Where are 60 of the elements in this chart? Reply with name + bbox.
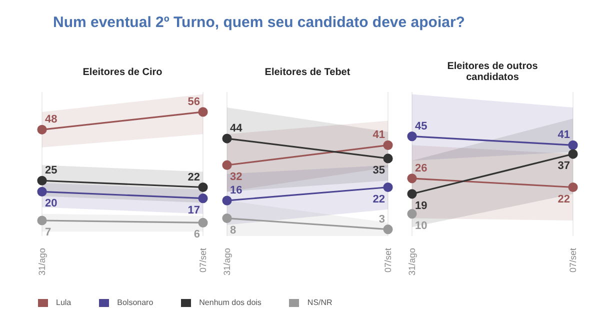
point bbox=[568, 182, 578, 192]
point bbox=[37, 124, 47, 134]
point bbox=[222, 196, 232, 206]
x-tick-label: 31/ago bbox=[37, 248, 47, 276]
point bbox=[407, 189, 417, 199]
data-label: 32 bbox=[230, 171, 242, 184]
data-label: 48 bbox=[45, 114, 58, 126]
point bbox=[37, 186, 47, 196]
point bbox=[222, 213, 232, 224]
data-label: 41 bbox=[558, 129, 570, 142]
point bbox=[568, 140, 578, 150]
point bbox=[222, 134, 232, 144]
data-label: 45 bbox=[415, 120, 428, 132]
chart-subtitle: Eleitores de outros candidatos bbox=[446, 60, 539, 85]
data-label: 16 bbox=[230, 184, 242, 197]
chart-subtitle: Eleitores de Tebet bbox=[264, 66, 352, 80]
point bbox=[198, 218, 208, 228]
point bbox=[198, 107, 208, 117]
data-label: 22 bbox=[188, 171, 200, 184]
data-label: 44 bbox=[230, 122, 244, 135]
data-label: 41 bbox=[372, 129, 385, 142]
data-label: 22 bbox=[372, 193, 385, 206]
data-label: 3 bbox=[378, 213, 385, 226]
x-tick-label: 07/set bbox=[198, 248, 208, 273]
data-label: 37 bbox=[558, 160, 570, 172]
point bbox=[407, 132, 417, 142]
data-label: 17 bbox=[188, 204, 200, 216]
point bbox=[407, 174, 417, 184]
point bbox=[383, 140, 393, 150]
point bbox=[568, 149, 578, 159]
data-label: 19 bbox=[415, 200, 428, 212]
data-label: 20 bbox=[45, 198, 58, 210]
x-tick-label: 07/set bbox=[383, 248, 393, 273]
data-label: 7 bbox=[45, 226, 52, 238]
data-label: 6 bbox=[194, 228, 200, 241]
data-label: 25 bbox=[45, 164, 58, 177]
point bbox=[222, 160, 232, 170]
point bbox=[37, 216, 47, 226]
data-label: 56 bbox=[188, 96, 200, 108]
data-label: 10 bbox=[415, 220, 428, 232]
point bbox=[198, 182, 208, 192]
data-label: 35 bbox=[372, 164, 385, 176]
x-tick-label: 31/ago bbox=[407, 248, 417, 276]
data-label: 26 bbox=[415, 162, 428, 174]
point bbox=[383, 224, 393, 234]
data-label: 22 bbox=[558, 193, 570, 206]
legend-label: Bolsonaro bbox=[117, 298, 154, 307]
chart-title: Num eventual 2º Turno, quem seu candidato deve apoiar? bbox=[53, 14, 465, 31]
legend-label: Nenhum dos dois bbox=[199, 298, 262, 307]
x-tick-label: 07/set bbox=[568, 248, 578, 273]
point bbox=[198, 194, 208, 204]
point bbox=[37, 176, 47, 186]
legend-label: NS/NR bbox=[307, 298, 332, 307]
chart-subtitle: Eleitores de Ciro bbox=[82, 66, 164, 80]
point bbox=[383, 154, 393, 164]
legend-label: Lula bbox=[56, 298, 72, 307]
x-tick-label: 31/ago bbox=[222, 248, 232, 276]
point bbox=[383, 182, 393, 192]
data-label: 8 bbox=[230, 224, 236, 236]
point bbox=[407, 209, 417, 219]
